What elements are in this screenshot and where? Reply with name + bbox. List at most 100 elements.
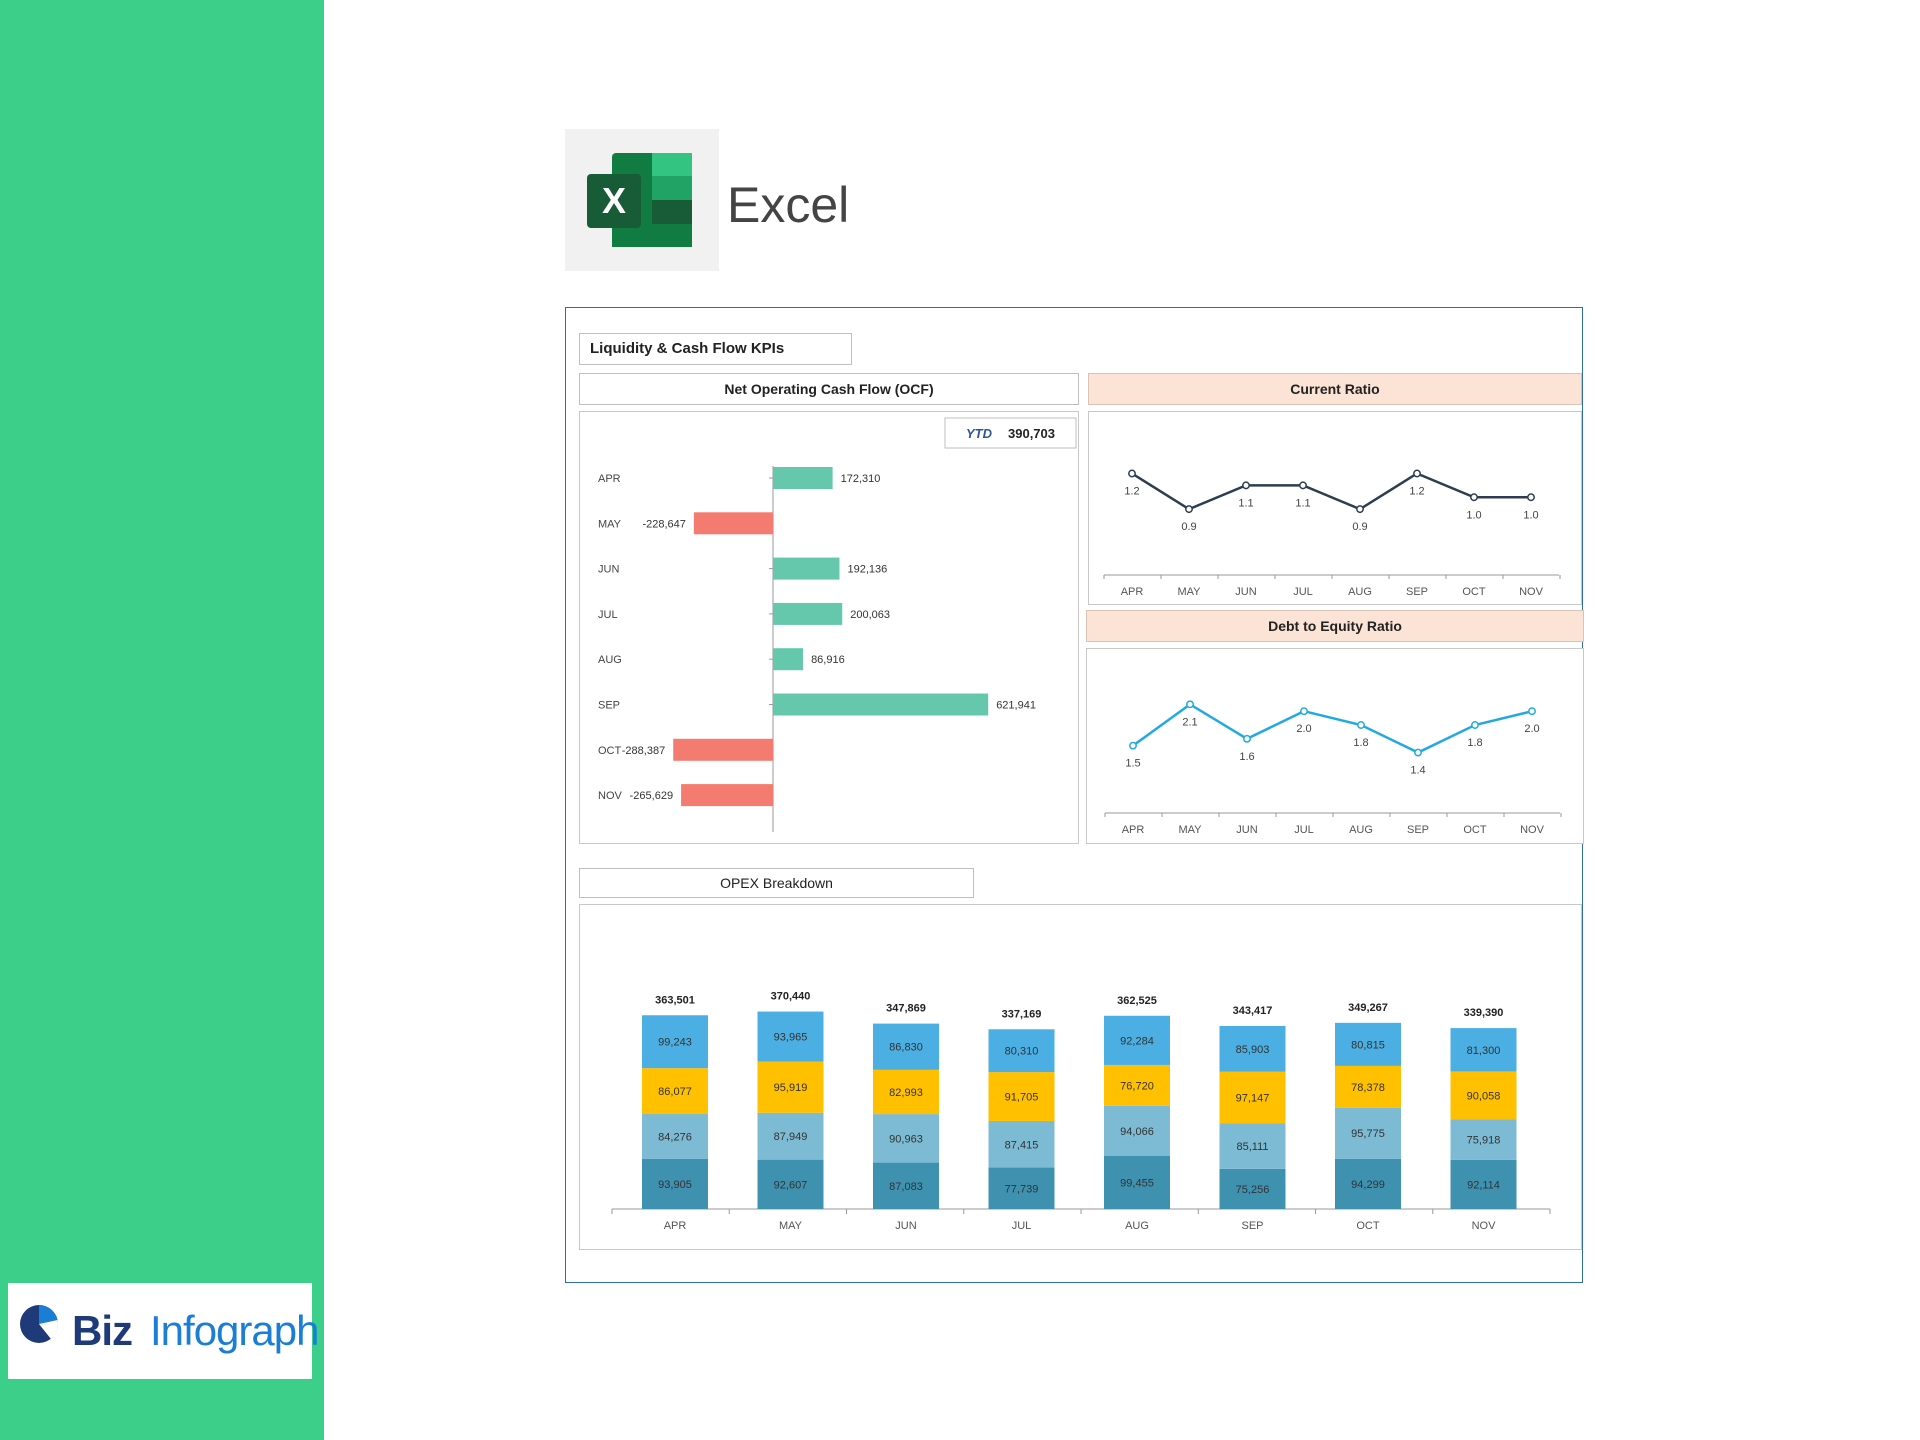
line-point [1470,493,1478,502]
opex-segment-label: 92,607 [774,1179,808,1191]
opex-segment-label: 80,310 [1005,1046,1039,1058]
ocf-category-label: NOV [598,790,623,802]
line-data-label: 1.0 [1523,509,1538,521]
opex-segment [1335,1158,1401,1209]
line-point [1129,741,1137,750]
ocf-data-label: 86,916 [811,654,845,666]
opex-segment [1104,1015,1170,1065]
current-ratio-header-text: Current Ratio [1290,381,1380,397]
opex-segment-label: 91,705 [1005,1092,1039,1104]
line-category-label: NOV [1520,824,1545,836]
opex-category-label: JUN [895,1220,916,1232]
opex-header-text: OPEX Breakdown [720,875,833,891]
ocf-bar [773,602,843,625]
opex-segment-label: 75,918 [1467,1135,1501,1147]
opex-segment [1104,1155,1170,1209]
ocf-data-label: -228,647 [642,518,685,530]
line-category-label: SEP [1406,586,1428,598]
opex-total-label: 337,169 [1002,1008,1042,1020]
brand-logo: Biz Infograph [8,1283,319,1379]
excel-icon-letter: X [602,180,626,221]
line-series [1131,472,1531,511]
line-category-label: OCT [1463,824,1487,836]
line-category-label: AUG [1348,586,1372,598]
line-point [1186,700,1194,709]
opex-segment-label: 92,284 [1120,1035,1154,1047]
opex-segment [1219,1071,1286,1124]
line-category-label: AUG [1349,824,1373,836]
current-ratio-header: Current Ratio [1088,373,1582,405]
ocf-chart-panel: YTD 390,703 APR 172,310 MAY -228,647 JUN 192,… [579,411,1079,844]
opex-total-label: 347,869 [886,1003,926,1015]
brand-name-infograph: Infograph [150,1307,319,1354]
line-point [1243,734,1251,743]
opex-segment [1450,1028,1517,1072]
de-header: Debt to Equity Ratio [1086,610,1584,642]
opex-chart-panel: 93,905 84,276 86,077 99,243 363,501 APR 92,607… [579,904,1582,1250]
line-category-label: NOV [1519,586,1544,598]
line-data-label: 1.0 [1466,509,1481,521]
opex-segment-label: 95,775 [1351,1128,1385,1140]
current-ratio-chart: 1.2 APR 0.9 MAY 1.1 JUN 1.1 JUL 0.9 AUG 1.2 SEP 1.0 O… [1103,469,1561,598]
line-data-label: 1.5 [1125,758,1140,770]
opex-segment-label: 86,077 [658,1086,692,1098]
opex-total-label: 370,440 [771,991,811,1003]
line-data-label: 0.9 [1352,521,1367,533]
ytd-label: YTD [966,426,993,441]
de-chart: 1.5 APR 2.1 MAY 1.6 JUN 2.0 JUL 1.8 AUG 1.4 SEP 1.8 O… [1104,700,1562,836]
app-name: Excel [727,177,850,233]
opex-segment-label: 99,243 [658,1037,692,1049]
line-data-label: 1.2 [1124,486,1139,498]
line-category-label: JUN [1236,824,1257,836]
opex-segment-label: 87,083 [889,1181,923,1193]
opex-segment-label: 82,993 [889,1087,923,1099]
ocf-category-label: SEP [598,700,620,712]
de-header-text: Debt to Equity Ratio [1268,618,1402,634]
opex-segment [642,1114,708,1159]
ocf-category-label: AUG [598,654,622,666]
opex-segment-label: 93,965 [774,1032,808,1044]
opex-segment-label: 85,903 [1236,1044,1270,1056]
opex-segment-label: 90,058 [1467,1090,1501,1102]
opex-segment [1335,1107,1401,1159]
opex-segment [1219,1025,1286,1072]
line-point [1242,481,1250,490]
ocf-category-label: JUL [598,609,618,621]
opex-category-label: NOV [1472,1220,1497,1232]
line-point [1300,707,1308,716]
opex-total-label: 363,501 [655,994,695,1006]
ocf-data-label: -288,387 [622,745,665,757]
line-data-label: 1.1 [1295,497,1310,509]
current-ratio-chart-panel: 1.2 APR 0.9 MAY 1.1 JUN 1.1 JUL 0.9 AUG 1.2 SEP 1.0 O… [1088,411,1582,605]
opex-segment [988,1120,1055,1168]
opex-chart: 93,905 84,276 86,077 99,243 363,501 APR 92,607… [611,991,1551,1232]
line-series [1132,702,1533,754]
ocf-bar [681,784,773,807]
opex-segment [757,1159,824,1209]
ocf-bar [673,738,773,761]
opex-segment-label: 85,111 [1236,1141,1268,1153]
opex-segment [1450,1071,1517,1120]
ocf-data-label: -265,629 [630,790,673,802]
opex-category-label: MAY [779,1220,803,1232]
opex-segment [642,1068,708,1115]
ocf-bar [693,512,773,535]
line-data-label: 1.8 [1353,737,1368,749]
opex-segment-label: 86,830 [889,1042,923,1054]
opex-segment [1104,1064,1170,1106]
opex-segment [873,1023,939,1070]
ocf-category-label: APR [598,473,621,485]
line-data-label: 2.1 [1182,716,1197,728]
opex-segment-label: 95,919 [774,1082,808,1094]
line-point [1357,721,1365,729]
ocf-chart: YTD 390,703 APR 172,310 MAY -228,647 JUN 192,… [598,417,1077,832]
opex-segment-label: 93,905 [658,1179,692,1191]
opex-segment-label: 97,147 [1236,1093,1270,1105]
opex-segment [1335,1022,1401,1066]
opex-segment [642,1015,708,1069]
opex-segment-label: 77,739 [1005,1183,1039,1195]
line-data-label: 1.4 [1410,765,1425,777]
ocf-category-label: MAY [598,518,622,530]
ocf-category-label: OCT [598,745,622,757]
ocf-category-label: JUN [598,564,619,576]
